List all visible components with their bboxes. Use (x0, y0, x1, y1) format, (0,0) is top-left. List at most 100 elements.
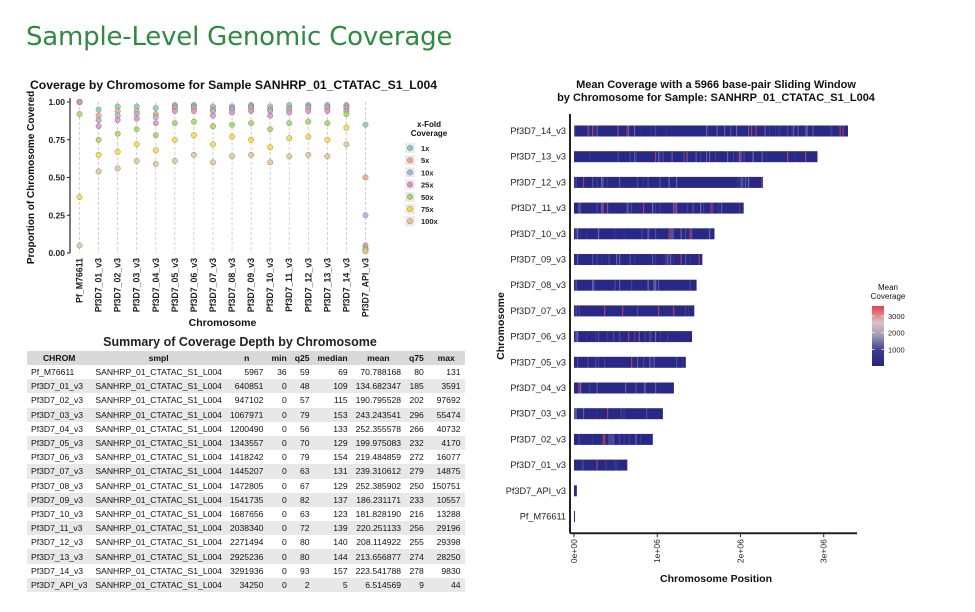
data-point-25x (210, 112, 216, 119)
heatmap-window (751, 125, 753, 137)
heatmap-bar (574, 356, 686, 368)
heatmap-window (638, 331, 640, 343)
heatmap-window (601, 176, 603, 188)
table-cell-smpl: SANHRP_01_CTATAC_S1_L004 (91, 521, 226, 536)
table-cell-CHROM: Pf3D7_07_v3 (27, 464, 92, 479)
heatmap-window (647, 228, 649, 240)
legend-marker-5x (407, 157, 413, 164)
table-cell-median: 133 (313, 421, 352, 436)
table-cell-n: 5967 (225, 365, 268, 380)
heatmap-window (673, 305, 675, 317)
heatmap-window (794, 151, 796, 163)
heatmap-bar (574, 228, 715, 240)
heatmap-window (635, 151, 637, 163)
heatmap-window (661, 357, 662, 368)
data-point-100x (305, 151, 312, 158)
heatmap-row (574, 125, 849, 137)
data-point-75x (248, 136, 254, 143)
table-cell-median: 69 (313, 365, 352, 380)
table-cell-n: 1687656 (225, 506, 268, 522)
heatmap-row-label: Pf3D7_02_v3 (510, 434, 566, 444)
table-cell-n: 640851 (225, 379, 268, 394)
data-point-75x (114, 148, 121, 155)
table-cell-min: 0 (267, 521, 291, 536)
heatmap-window (626, 125, 628, 137)
data-point-75x (133, 141, 140, 148)
table-cell-q75: 202 (405, 393, 428, 408)
x-tick-label: 0e+00 (569, 539, 579, 563)
heatmap-window (589, 125, 591, 137)
heatmap-window (779, 125, 781, 137)
legend-marker-100x (407, 218, 413, 225)
legend-title: x-Fold (417, 120, 441, 129)
table-cell-max: 13288 (427, 506, 465, 522)
table-cell-min: 0 (267, 563, 291, 578)
heatmap-window (686, 151, 688, 163)
heatmap-window (583, 408, 585, 420)
legend-label: 100x (421, 217, 439, 226)
x-tick-label: 2e+06 (735, 539, 745, 563)
heatmap-window (629, 254, 631, 265)
heatmap-window (691, 151, 692, 162)
table-cell-q75: 274 (405, 549, 428, 564)
y-axis-label: Proportion of Chromosome Covered (26, 91, 37, 264)
table-cell-smpl: SANHRP_01_CTATAC_S1_L004 (91, 365, 226, 380)
heatmap-window (578, 382, 580, 394)
data-point-25x (324, 108, 331, 114)
heatmap-window (667, 331, 669, 343)
heatmap-window (689, 254, 691, 265)
heatmap-window (689, 228, 691, 240)
heatmap-window (716, 125, 718, 137)
data-point-50x (248, 120, 254, 127)
heatmap-window (614, 459, 616, 471)
table-cell-mean: 252.355578 (351, 421, 406, 436)
data-point-50x (191, 118, 197, 125)
heatmap-window (668, 176, 670, 188)
heatmap-window (577, 228, 579, 240)
heatmap-window (580, 202, 582, 214)
table-cell-q25: 67 (290, 478, 314, 493)
heatmap-window (602, 176, 604, 188)
heatmap-window (619, 254, 621, 265)
heatmap-window (646, 408, 648, 420)
data-point-100x (343, 141, 350, 148)
table-cell-max: 29196 (427, 521, 465, 536)
heatmap-window (806, 125, 808, 137)
heatmap-window (655, 202, 657, 214)
table-cell-mean: 134.682347 (351, 379, 406, 394)
heatmap-window (575, 331, 577, 343)
heatmap-window (578, 433, 580, 445)
heatmap-window (730, 125, 732, 137)
column-header-max: max (427, 351, 465, 365)
table-cell-mean: 208.114922 (351, 535, 406, 550)
legend-tick-label: 1000 (888, 345, 905, 354)
table-cell-mean: 6.514569 (351, 577, 406, 592)
heatmap-row-label: Pf3D7_14_v3 (510, 126, 566, 136)
table-cell-mean: 70.788168 (351, 365, 406, 380)
heatmap-row (574, 433, 653, 445)
data-point-75x (152, 147, 159, 154)
legend-marker-1x (407, 145, 413, 151)
heatmap-window (755, 125, 757, 137)
table-cell-mean: 190.795528 (351, 393, 406, 408)
heatmap-window (655, 228, 657, 240)
data-point-75x (267, 144, 274, 151)
heatmap-window (692, 202, 694, 214)
table-cell-smpl: SANHRP_01_CTATAC_S1_L004 (91, 506, 226, 522)
heatmap-window (623, 228, 625, 240)
table-cell-n: 34250 (225, 577, 268, 592)
table-cell-mean: 243.243541 (351, 407, 406, 422)
heatmap-window (616, 254, 618, 265)
data-point-100x (324, 153, 331, 160)
heatmap-window (658, 305, 660, 317)
heatmap-window (712, 202, 714, 214)
table-cell-min: 0 (267, 393, 291, 408)
table-cell-q75: 256 (405, 521, 428, 536)
table-header-row: CHROM smpl n min q25 median mean q75 max (27, 351, 465, 365)
x-tick-label: 3e+06 (819, 539, 829, 563)
heatmap-window (602, 202, 604, 214)
y-axis-label: Chromosome (495, 292, 507, 360)
heatmap-window (583, 176, 585, 188)
table-row: Pf3D7_API_v3 SANHRP_01_CTATAC_S1_L004 3425… (27, 577, 465, 592)
table-cell-q25: 80 (290, 535, 314, 550)
